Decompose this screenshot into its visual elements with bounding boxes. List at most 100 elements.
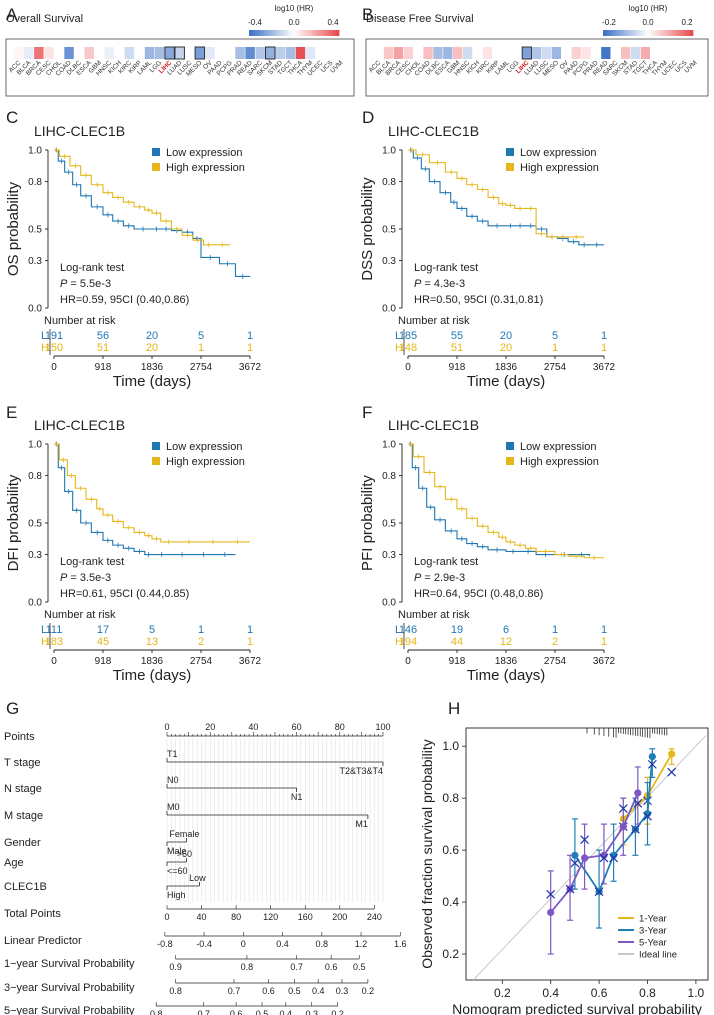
heatmap-cell xyxy=(64,47,74,59)
nomogram-row-label: Linear Predictor xyxy=(4,935,82,947)
km-risk-value: 1 xyxy=(601,624,607,636)
heatmap-legend-swatch xyxy=(660,30,664,36)
km-legend-label: Low expression xyxy=(520,147,596,159)
heatmap-legend-swatch xyxy=(282,30,286,36)
heatmap-legend-swatch xyxy=(273,30,277,36)
heatmap-legend-tick: 0.0 xyxy=(288,18,300,27)
km-risk-value: 12 xyxy=(500,636,512,648)
heatmap-legend-swatch xyxy=(651,30,655,36)
km-y-tick-label: 0.0 xyxy=(28,598,42,609)
heatmap-legend-swatch xyxy=(327,30,331,36)
km-x-tick-label: 0 xyxy=(405,362,411,373)
heatmap-cell xyxy=(690,47,700,59)
heatmap-legend-swatch xyxy=(255,30,259,36)
nomogram-points-label: 80 xyxy=(335,722,345,732)
calibration-point xyxy=(634,789,642,797)
km-risk-row-label: L xyxy=(395,624,401,636)
km-risk-title: Number at risk xyxy=(398,609,470,621)
heatmap-cell xyxy=(174,47,185,59)
heatmap-legend-swatch xyxy=(648,30,652,36)
km-x-tick-label: 3672 xyxy=(239,362,262,373)
calibration-cross-mark xyxy=(630,824,640,834)
heatmap-cell xyxy=(255,47,265,59)
heatmap-legend-swatch xyxy=(684,30,688,36)
km-risk-value: 13 xyxy=(146,636,158,648)
nomogram-factor-level: M0 xyxy=(167,802,180,812)
heatmap-cell xyxy=(660,47,670,59)
heatmap-legend-swatch xyxy=(309,30,313,36)
heatmap-cell xyxy=(591,47,601,59)
km-plot-F: LIHC-CLEC1B 0.0 0.3 0.5 0.8 1.0 PFI probabilit… xyxy=(359,417,616,684)
heatmap-legend-swatch xyxy=(672,30,676,36)
panel-letter-A: A xyxy=(6,5,18,24)
km-risk-row-label: H xyxy=(41,636,49,648)
heatmap-legend-swatch xyxy=(261,30,265,36)
calibration-y-tick-label: 0.8 xyxy=(442,791,459,805)
nomogram-axis-label: 0.4 xyxy=(312,986,325,996)
km-stat-test: Log-rank test xyxy=(60,556,124,568)
km-legend-swatch xyxy=(506,457,514,465)
heatmap-cell xyxy=(275,47,286,59)
heatmap-cell xyxy=(670,47,680,59)
km-risk-value: 20 xyxy=(146,342,158,354)
heatmap-legend-swatch xyxy=(297,30,301,36)
nomogram-axis-label: 0.6 xyxy=(230,1009,243,1015)
nomogram-axis-label: 0.4 xyxy=(280,1009,293,1015)
nomogram-axis-label: 0.2 xyxy=(331,1009,344,1015)
heatmap-legend-swatch xyxy=(636,30,640,36)
heatmap-cell xyxy=(393,47,404,59)
km-risk-value: 20 xyxy=(500,330,512,342)
heatmap-legend-swatch xyxy=(621,30,625,36)
nomogram-axis-label: 0.5 xyxy=(288,986,301,996)
heatmap-cell xyxy=(601,47,611,59)
nomogram-axis-label: 0.7 xyxy=(228,986,241,996)
nomogram-row-label: 3−year Survival Probability xyxy=(4,982,135,994)
km-x-tick-label: 1836 xyxy=(141,362,164,373)
km-risk-value: 146 xyxy=(399,624,417,636)
km-risk-value: 45 xyxy=(97,636,109,648)
km-risk-value: 148 xyxy=(399,342,417,354)
km-risk-value: 55 xyxy=(451,330,463,342)
km-risk-row-label: H xyxy=(395,342,403,354)
heatmap-cell xyxy=(205,47,215,59)
calibration-legend-label: Ideal line xyxy=(639,950,677,961)
heatmap-cell-box xyxy=(174,46,185,60)
heatmap-cell xyxy=(581,47,591,59)
km-y-tick-label: 0.8 xyxy=(28,177,42,188)
km-plot-C: LIHC-CLEC1B 0.0 0.3 0.5 0.8 1.0 OS probability… xyxy=(5,123,262,390)
heatmap-legend-swatch xyxy=(657,30,661,36)
heatmap-cell xyxy=(215,47,225,59)
heatmap-legend-swatch xyxy=(669,30,673,36)
heatmap-B: Disease Free Survival log10 (HR) -0.2 0.0 0.… xyxy=(365,4,709,97)
heatmap-title: Overall Survival xyxy=(6,13,83,25)
km-x-tick-label: 918 xyxy=(449,656,466,667)
nomogram-points-label: 20 xyxy=(205,722,215,732)
km-stat-p: P = 2.9e-3 xyxy=(414,572,465,584)
heatmap-cell xyxy=(34,47,44,59)
km-risk-value: 183 xyxy=(45,636,63,648)
heatmap-legend-swatch xyxy=(609,30,613,36)
heatmap-legend-swatch xyxy=(681,30,685,36)
calibration-point xyxy=(571,851,579,859)
km-risk-value: 1 xyxy=(247,330,253,342)
km-stat-p-label: P xyxy=(60,278,68,290)
km-risk-value: 20 xyxy=(500,342,512,354)
nomogram-factor-level: <=60 xyxy=(167,866,188,876)
panel-letter-C: C xyxy=(6,108,18,127)
calibration-cross-mark xyxy=(546,889,556,899)
km-stat-test: Log-rank test xyxy=(414,556,478,568)
heatmap-cell xyxy=(413,47,423,59)
km-y-tick-label: 0.8 xyxy=(382,471,396,482)
km-risk-row-label: L xyxy=(395,330,401,342)
heatmap-cell xyxy=(154,47,165,59)
heatmap-legend-swatch xyxy=(624,30,628,36)
heatmap-cell xyxy=(305,47,316,59)
nomogram-factor-level: Low xyxy=(189,873,206,883)
heatmap-cell xyxy=(144,47,155,59)
heatmap-cell xyxy=(325,47,336,59)
nomogram-axis-label: 1.6 xyxy=(394,939,407,949)
km-y-label: DSS probability xyxy=(359,177,376,281)
nomogram-axis-label: 0.8 xyxy=(169,986,182,996)
nomogram-factor-level: N0 xyxy=(167,775,179,785)
